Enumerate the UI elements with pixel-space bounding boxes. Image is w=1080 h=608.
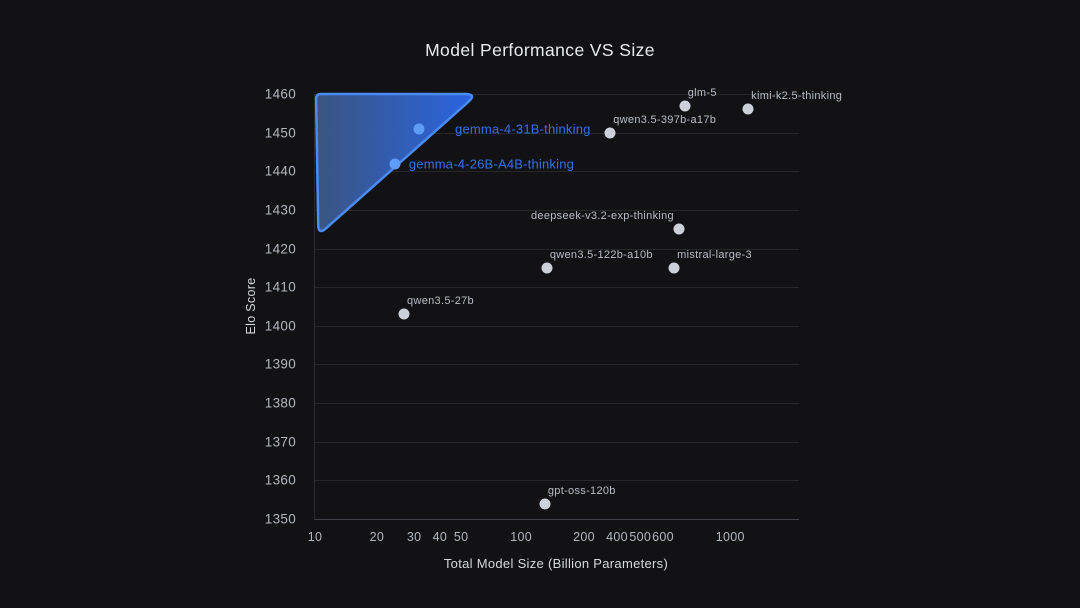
x-tick-label-1000: 1000	[715, 530, 745, 544]
y-tick-label-1350: 1350	[264, 511, 296, 527]
y-gridline-1360	[315, 480, 799, 482]
y-tick-label-1390: 1390	[264, 356, 296, 372]
x-tick-label-600: 600	[652, 530, 674, 544]
data-point-glm-5[interactable]	[679, 100, 691, 112]
y-gridline-1370	[315, 441, 799, 443]
point-label-qwen3-5-122b-a10b: qwen3.5-122b-a10b	[549, 248, 653, 261]
x-tick-label-100: 100	[510, 530, 533, 544]
y-gridline-1430	[315, 209, 799, 211]
y-gridline-1460	[315, 94, 799, 95]
point-label-qwen3-5-27b: qwen3.5-27b	[407, 295, 474, 308]
y-tick-label-1440: 1440	[264, 163, 296, 179]
data-point-gemma-4-31b-thinking[interactable]	[413, 123, 425, 135]
point-label-gemma-4-31b-thinking: gemma-4-31B-thinking	[455, 121, 591, 137]
x-tick-label-40: 40	[432, 530, 448, 544]
y-gridline-1420	[315, 248, 799, 250]
x-tick-label-20: 20	[369, 530, 385, 544]
y-tick-label-1460: 1460	[264, 86, 296, 102]
data-point-qwen3-5-27b[interactable]	[398, 308, 410, 320]
point-label-gpt-oss-120b: gpt-oss-120b	[547, 484, 616, 497]
chart-title: Model Performance VS Size	[425, 40, 655, 60]
y-gridline-1390	[315, 364, 799, 366]
data-point-gemma-4-26b-a4b-thinking[interactable]	[389, 158, 401, 170]
y-tick-label-1370: 1370	[264, 434, 296, 450]
data-point-qwen3-5-122b-a10b[interactable]	[541, 262, 553, 274]
x-axis-title: Total Model Size (Billion Parameters)	[443, 556, 669, 571]
data-point-deepseek-v3-2-exp-thinking[interactable]	[673, 223, 685, 235]
data-point-mistral-large-3[interactable]	[668, 262, 680, 274]
data-point-gpt-oss-120b[interactable]	[539, 498, 551, 510]
y-tick-label-1420: 1420	[264, 241, 296, 257]
y-gridline-1440	[315, 171, 799, 173]
point-label-mistral-large-3: mistral-large-3	[677, 248, 752, 261]
x-tick-label-200: 200	[573, 530, 595, 544]
y-axis-title: Elo Score	[244, 277, 258, 335]
y-gridline-1450	[315, 132, 799, 134]
y-gridline-1400	[315, 325, 799, 327]
point-label-qwen3-5-397b-a17b: qwen3.5-397b-a17b	[613, 113, 717, 126]
y-tick-label-1430: 1430	[264, 202, 296, 218]
y-tick-label-1360: 1360	[264, 472, 296, 488]
x-tick-label-500: 500	[629, 530, 652, 544]
y-tick-label-1400: 1400	[264, 318, 296, 334]
point-label-deepseek-v3-2-exp-thinking: deepseek-v3.2-exp-thinking	[531, 210, 674, 223]
x-tick-label-10: 10	[307, 530, 323, 544]
y-tick-label-1410: 1410	[264, 279, 296, 295]
point-label-glm-5: glm-5	[687, 86, 717, 99]
x-tick-label-30: 30	[406, 530, 422, 544]
data-point-kimi-k2-5-thinking[interactable]	[742, 103, 754, 115]
point-label-gemma-4-26b-a4b-thinking: gemma-4-26B-A4B-thinking	[408, 156, 575, 172]
y-tick-label-1380: 1380	[264, 395, 296, 411]
y-tick-label-1450: 1450	[264, 125, 296, 141]
y-gridline-1410	[315, 287, 799, 289]
plot-area: gemma-4-31B-thinking gemma-4-26B-A4B-thin…	[314, 87, 842, 520]
x-tick-label-400: 400	[606, 530, 628, 544]
point-label-kimi-k2-5-thinking: kimi-k2.5-thinking	[751, 90, 843, 103]
y-gridline-1380	[315, 403, 799, 405]
x-tick-label-50: 50	[453, 530, 469, 544]
data-point-qwen3-5-397b-a17b[interactable]	[604, 127, 616, 139]
